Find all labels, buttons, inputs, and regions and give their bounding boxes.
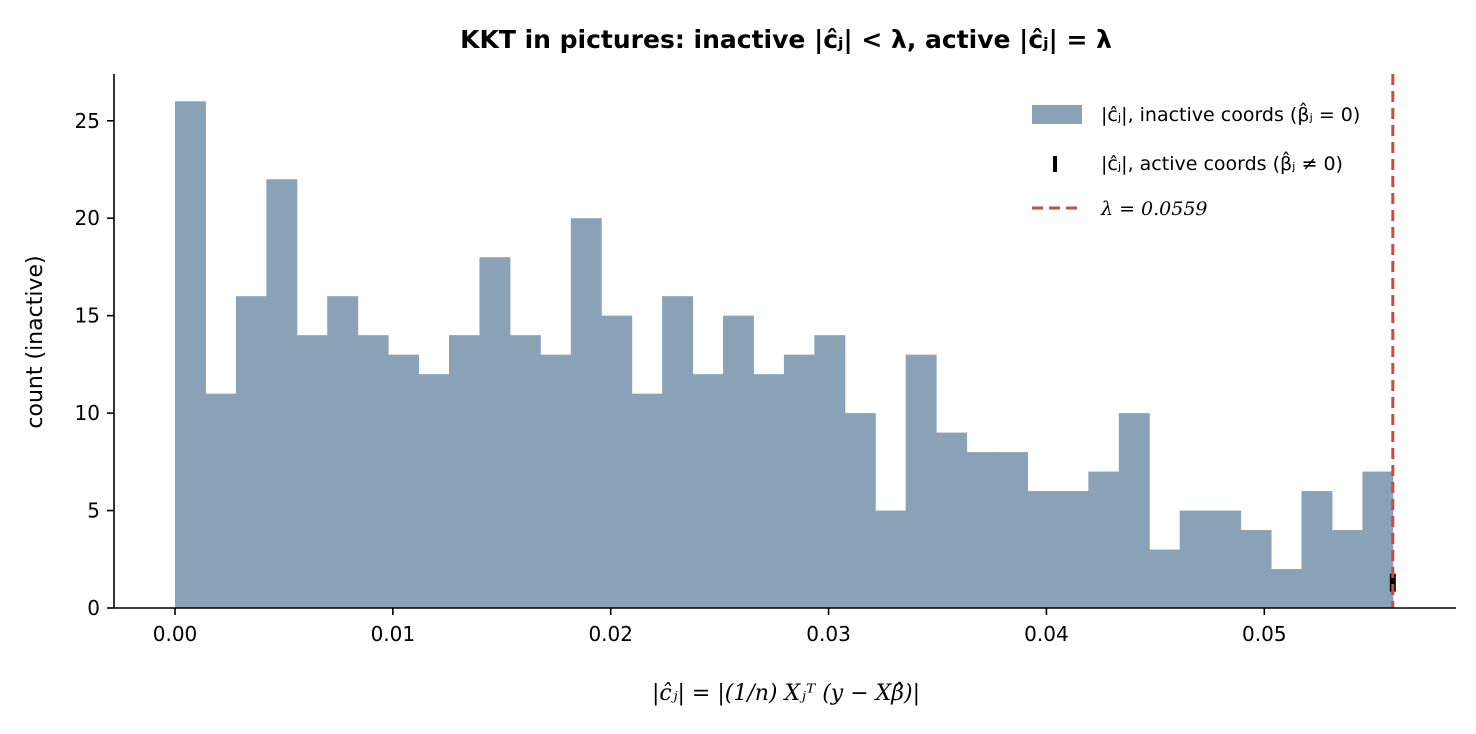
histogram-bar — [1210, 510, 1242, 608]
histogram-bar — [1301, 491, 1333, 608]
histogram-bar — [814, 335, 846, 608]
histogram-bar — [1118, 413, 1150, 608]
y-tick-label: 20 — [75, 206, 100, 230]
histogram-bar — [966, 452, 998, 608]
active-coordinate-marks — [1389, 573, 1396, 592]
histogram-bar — [570, 218, 602, 608]
y-axis-ticks: 0 5 10 15 20 25 — [75, 109, 114, 620]
x-axis-label: |ĉⱼ| = |(1/n) Xⱼᵀ (y − Xβ̂)| — [652, 681, 920, 706]
x-axis-ticks: 0.00 0.01 0.02 0.03 0.04 0.05 — [153, 608, 1287, 646]
histogram-bar — [1057, 491, 1089, 608]
histogram-bar — [509, 335, 541, 608]
histogram-bar — [327, 296, 359, 608]
active-coord-mark — [1389, 573, 1396, 592]
histogram-bar — [1088, 471, 1120, 608]
histogram-bar — [1027, 491, 1059, 608]
histogram-bar — [1240, 530, 1272, 608]
histogram-bar — [905, 354, 937, 608]
x-tick-label: 0.03 — [806, 622, 851, 646]
y-tick-label: 5 — [87, 499, 100, 523]
histogram-bar — [418, 374, 450, 608]
legend-label-inactive: |ĉⱼ|, inactive coords (β̂ⱼ = 0) — [1101, 102, 1360, 126]
axes: 0.00 0.01 0.02 0.03 0.04 0.05 0 5 10 15 20 25 — [75, 74, 1456, 646]
x-tick-label: 0.00 — [153, 622, 198, 646]
histogram-bar — [662, 296, 694, 608]
y-tick-label: 10 — [75, 401, 100, 425]
histogram-bar — [175, 101, 206, 608]
histogram-bar — [631, 393, 663, 608]
histogram-bars — [175, 101, 1394, 608]
x-tick-label: 0.05 — [1242, 622, 1287, 646]
histogram-bar — [692, 374, 724, 608]
x-tick-label: 0.02 — [588, 622, 633, 646]
x-tick-label: 0.04 — [1024, 622, 1069, 646]
histogram-bar — [449, 335, 480, 608]
histogram-bar — [936, 432, 968, 608]
x-tick-label: 0.01 — [371, 622, 416, 646]
histogram-bar — [601, 315, 633, 608]
histogram-bar — [296, 335, 328, 608]
histogram-bar — [1149, 549, 1181, 608]
histogram-bar — [997, 452, 1028, 608]
chart-title: KKT in pictures: inactive |ĉⱼ| < λ, acti… — [460, 25, 1112, 54]
histogram-bar — [479, 257, 511, 608]
histogram-bar — [875, 510, 907, 608]
histogram-bar — [753, 374, 785, 608]
histogram-bar — [1179, 510, 1211, 608]
chart-legend: |ĉⱼ|, inactive coords (β̂ⱼ = 0) |ĉⱼ|, ac… — [1032, 102, 1360, 220]
legend-label-active: |ĉⱼ|, active coords (β̂ⱼ ≠ 0) — [1101, 151, 1343, 175]
histogram-bar — [844, 413, 876, 608]
legend-label-lambda: λ = 0.0559 — [1100, 198, 1208, 220]
y-tick-label: 0 — [87, 596, 100, 620]
histogram-bar — [1271, 569, 1302, 608]
histogram-bar — [388, 354, 420, 608]
histogram-bar — [1362, 471, 1394, 608]
histogram-bar — [357, 335, 389, 608]
histogram-bar — [205, 393, 237, 608]
y-tick-label: 25 — [75, 109, 100, 133]
histogram-bar — [723, 315, 754, 608]
y-tick-label: 15 — [75, 304, 100, 328]
legend-swatch-inactive — [1032, 105, 1082, 124]
y-axis-label: count (inactive) — [23, 255, 48, 428]
histogram-bar — [1331, 530, 1363, 608]
histogram-bar — [540, 354, 572, 608]
histogram-bar — [783, 354, 815, 608]
histogram-bar — [235, 296, 267, 608]
histogram-bar — [266, 179, 298, 608]
legend-marker-active — [1053, 156, 1057, 172]
